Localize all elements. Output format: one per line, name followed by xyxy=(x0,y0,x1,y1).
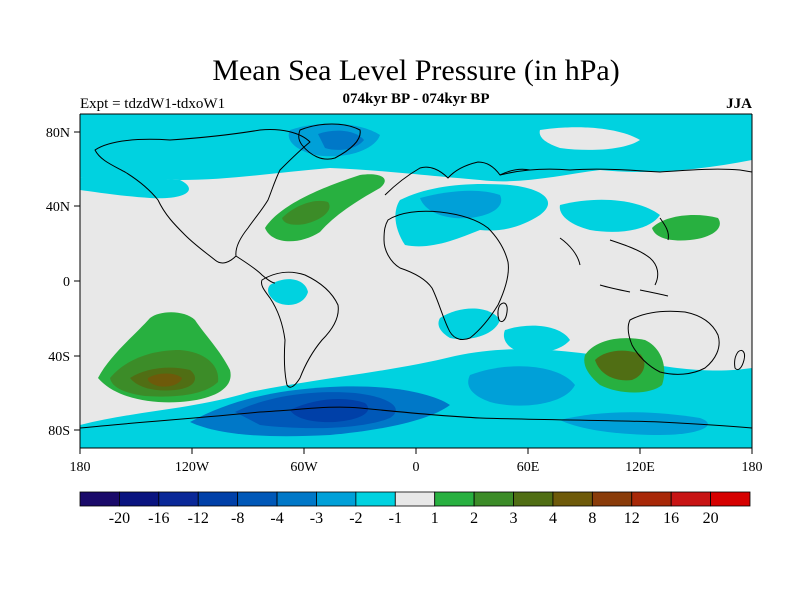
north-atlantic-olive-core xyxy=(282,200,330,225)
australia-coast xyxy=(627,310,720,375)
northwest-pacific-green-region xyxy=(652,215,720,241)
colorbar-label: 3 xyxy=(510,510,518,527)
colorbar-swatch xyxy=(710,491,751,507)
asia-cyan-region xyxy=(559,199,660,232)
tropical-atlantic-cyan-patch xyxy=(268,279,308,305)
season-label: JJA xyxy=(726,96,752,112)
pacific-cyan-patch xyxy=(80,175,189,199)
madagascar-coast xyxy=(497,302,508,323)
y-tick-label: 40S xyxy=(48,350,70,365)
indian-ocean-olive-core xyxy=(595,350,645,381)
south-pacific-brown-core xyxy=(147,373,182,387)
southern-ocean-deep-blue-core xyxy=(290,398,369,423)
colorbar-label: -20 xyxy=(109,510,130,527)
x-tick-label: 120W xyxy=(175,460,210,475)
south-atlantic-blue-patch xyxy=(468,366,575,406)
x-tick-label: 60E xyxy=(517,460,540,475)
arctic-grey-gap xyxy=(539,127,640,150)
greenland-dark-blue-core xyxy=(318,130,364,150)
colorbar-swatch xyxy=(552,491,593,507)
colorbar-label: -12 xyxy=(188,510,209,527)
x-tick-label: 0 xyxy=(413,460,420,475)
colorbar-swatch xyxy=(119,491,160,507)
colorbar-label: -1 xyxy=(389,510,402,527)
antarctic-blue-strip xyxy=(560,412,708,435)
colorbar-swatch xyxy=(434,491,475,507)
new-zealand-coast xyxy=(734,349,745,371)
colorbar-swatch xyxy=(394,491,436,507)
main-title: Mean Sea Level Pressure (in hPa) xyxy=(212,54,619,87)
y-tick-label: 0 xyxy=(63,275,70,290)
colorbar-swatch xyxy=(276,491,317,507)
colorbar-label: 2 xyxy=(470,510,478,527)
greenland-coast xyxy=(298,123,361,160)
axis-ticks xyxy=(74,113,753,454)
asia-coast xyxy=(499,168,752,286)
colorbar-label: 12 xyxy=(624,510,640,527)
colorbar-swatch xyxy=(631,491,672,507)
experiment-label: Expt = tdzdW1-tdxoW1 xyxy=(80,96,225,112)
colorbar-swatch xyxy=(591,491,633,507)
colorbar-swatch xyxy=(473,491,514,507)
y-tick-label: 80N xyxy=(46,126,70,141)
colorbar-swatch xyxy=(79,491,120,507)
x-tick-label: 180 xyxy=(742,460,763,475)
japan-coast xyxy=(659,217,669,241)
indian-ocean-cyan-patch xyxy=(503,325,570,353)
colorbar-swatch xyxy=(355,491,396,507)
europe-coast xyxy=(384,161,531,196)
antarctica-coast xyxy=(80,406,752,429)
y-tick-label: 40N xyxy=(46,200,70,215)
south-america-coast xyxy=(261,271,339,388)
x-tick-label: 180 xyxy=(70,460,91,475)
colorbar-swatch xyxy=(237,491,278,507)
africa-coast xyxy=(383,210,509,341)
map-panel xyxy=(80,114,752,448)
subtitle: 074kyr BP - 074kyr BP xyxy=(343,91,490,107)
colorbar-label: 16 xyxy=(663,510,679,527)
y-tick-label: 80S xyxy=(48,424,70,439)
colorbar-label: -3 xyxy=(310,510,323,527)
colorbar-label: -8 xyxy=(231,510,244,527)
colorbar-swatch xyxy=(158,491,199,507)
colorbar-label: -2 xyxy=(349,510,362,527)
colorbar-label: 4 xyxy=(549,510,557,527)
colorbar-swatch xyxy=(316,491,357,507)
colorbar-swatch xyxy=(670,491,711,507)
colorbar-label: 8 xyxy=(588,510,596,527)
colorbar-label: 1 xyxy=(431,510,439,527)
north-america-coast xyxy=(94,129,311,264)
indonesia-coast xyxy=(599,284,669,297)
colorbar-label: -16 xyxy=(148,510,169,527)
colorbar-label: 20 xyxy=(703,510,719,527)
colorbar-labels: -20 -16 -12 -8 -4 -3 -2 -1 1 2 3 4 8 12 16 20 xyxy=(109,510,719,527)
central-america-coast xyxy=(235,255,276,284)
colorbar-swatch xyxy=(513,491,554,507)
coastlines xyxy=(80,123,752,429)
colorbar: -20 -16 -12 -8 -4 -3 -2 -1 1 2 3 4 8 12 16 20 xyxy=(79,491,751,527)
x-tick-label: 120E xyxy=(625,460,655,475)
x-tick-label: 60W xyxy=(290,460,318,475)
south-atlantic-cyan-patch xyxy=(438,308,500,340)
colorbar-boxes xyxy=(79,491,751,507)
colorbar-label: -4 xyxy=(270,510,283,527)
middle-east-blue-region xyxy=(420,190,502,219)
colorbar-swatch xyxy=(197,491,239,507)
